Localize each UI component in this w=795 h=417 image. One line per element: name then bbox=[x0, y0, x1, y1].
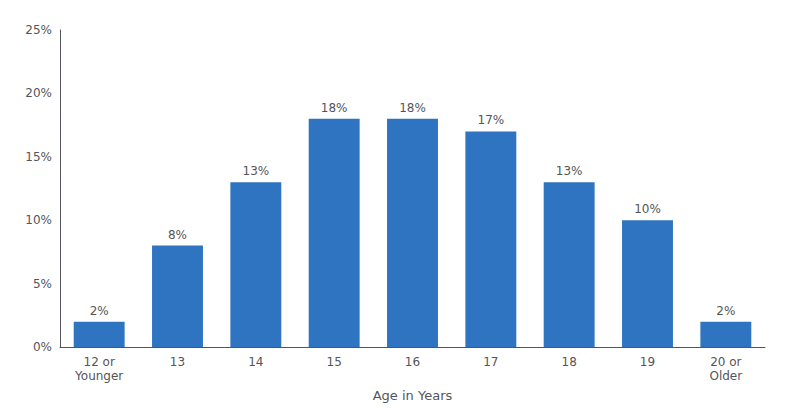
svg-text:8%: 8% bbox=[168, 228, 187, 242]
svg-text:14: 14 bbox=[248, 355, 263, 369]
svg-text:Age in Years: Age in Years bbox=[373, 388, 453, 403]
svg-text:20 or: 20 or bbox=[710, 355, 741, 369]
svg-text:13%: 13% bbox=[242, 164, 269, 178]
svg-text:Older: Older bbox=[709, 369, 742, 383]
svg-text:19: 19 bbox=[640, 355, 655, 369]
svg-text:25%: 25% bbox=[25, 23, 52, 37]
svg-text:17%: 17% bbox=[477, 113, 504, 127]
svg-text:20%: 20% bbox=[25, 86, 52, 100]
svg-text:13%: 13% bbox=[556, 164, 583, 178]
svg-text:18%: 18% bbox=[321, 101, 348, 115]
svg-text:17: 17 bbox=[483, 355, 498, 369]
svg-text:18%: 18% bbox=[399, 101, 426, 115]
svg-text:15: 15 bbox=[327, 355, 342, 369]
svg-text:0%: 0% bbox=[33, 340, 52, 354]
svg-text:12 or: 12 or bbox=[83, 355, 114, 369]
svg-text:2%: 2% bbox=[90, 304, 109, 318]
svg-text:Younger: Younger bbox=[74, 369, 123, 383]
svg-text:10%: 10% bbox=[634, 202, 661, 216]
svg-text:2%: 2% bbox=[716, 304, 735, 318]
svg-text:18: 18 bbox=[562, 355, 577, 369]
svg-text:13: 13 bbox=[170, 355, 185, 369]
svg-text:16: 16 bbox=[405, 355, 420, 369]
svg-text:5%: 5% bbox=[33, 277, 52, 291]
svg-text:15%: 15% bbox=[25, 150, 52, 164]
svg-text:10%: 10% bbox=[25, 213, 52, 227]
